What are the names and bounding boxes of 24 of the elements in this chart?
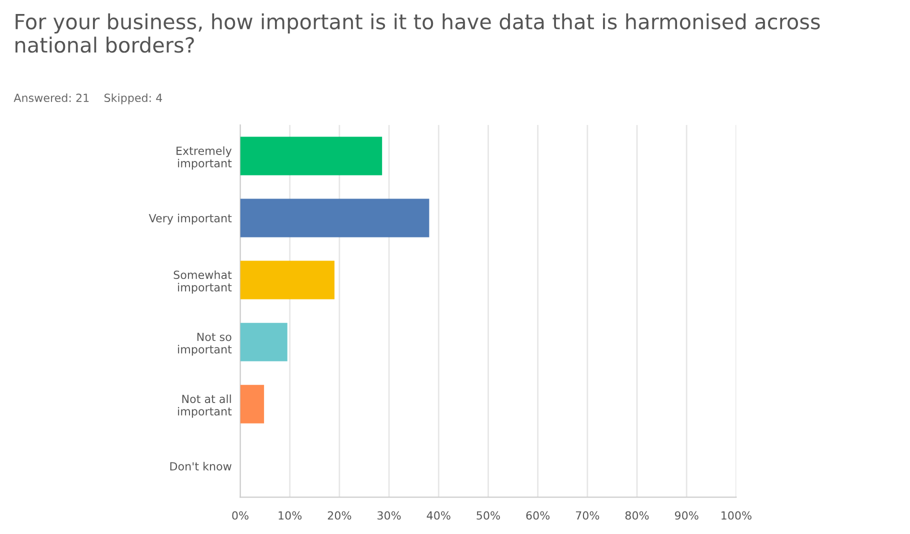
x-tick-label: 90% — [674, 511, 698, 520]
bar — [240, 384, 264, 424]
x-tick-label: 10% — [278, 511, 302, 520]
x-tick-label: 100% — [722, 511, 752, 520]
x-tick-label: 40% — [426, 511, 450, 520]
y-tick-label: Somewhat important — [174, 270, 232, 294]
y-tick-label: Don't know — [170, 462, 232, 471]
y-tick-label: Extremely important — [176, 146, 232, 170]
y-tick-label: Very important — [148, 214, 232, 225]
x-tick-label: 80% — [625, 511, 649, 520]
bar — [240, 260, 334, 300]
bar — [240, 322, 288, 362]
chart-title: For your business, how important is it to have data that is harmonised across national borders? — [16, 13, 820, 53]
y-tick-label: Not at all important — [178, 394, 232, 418]
bar — [240, 136, 382, 176]
x-tick-label: 70% — [576, 511, 600, 520]
x-tick-label: 30% — [378, 511, 401, 520]
x-tick-label: 20% — [328, 511, 352, 520]
x-tick-label: 60% — [526, 511, 550, 520]
x-tick-label: 50% — [476, 511, 500, 520]
bar — [240, 198, 430, 238]
x-tick-label: 0% — [232, 511, 248, 520]
text: Answered: 21 Skipped: 4 — [14, 93, 162, 104]
y-tick-label: Not so important — [178, 332, 232, 356]
